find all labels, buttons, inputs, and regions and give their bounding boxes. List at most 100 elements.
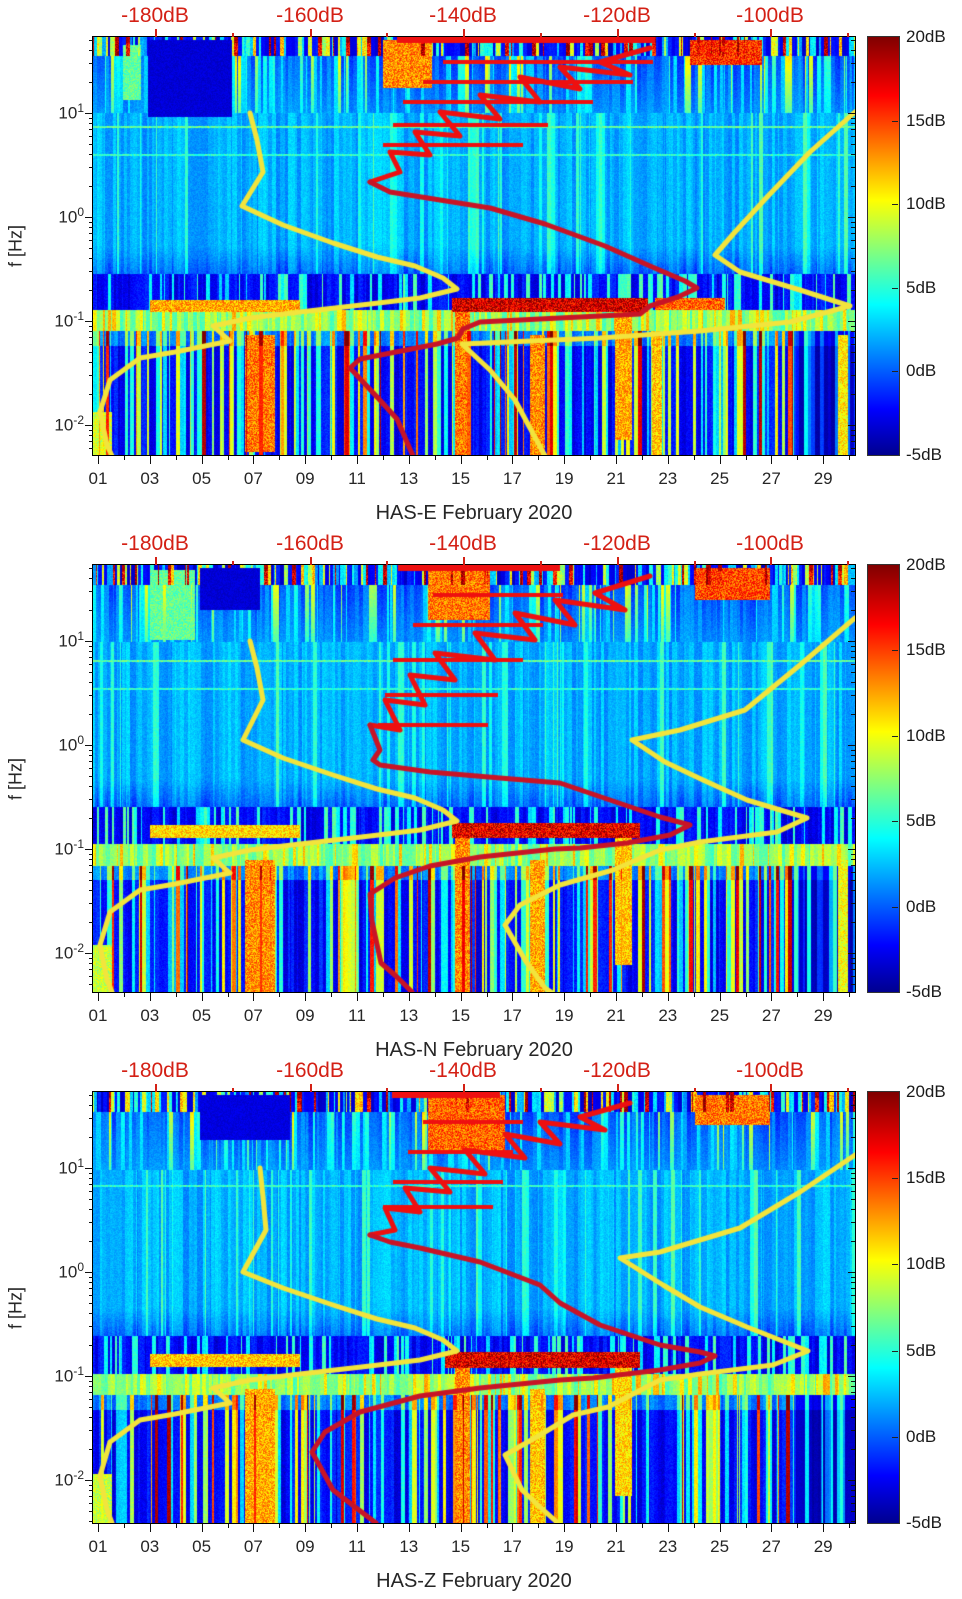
y-minor-tick (851, 448, 855, 450)
y-tick-label: 10-2 (30, 1468, 84, 1491)
x-tick (667, 1524, 669, 1532)
x-tick-label: 03 (140, 1006, 160, 1025)
x-tick (693, 993, 695, 997)
y-axis-title: f [Hz] (5, 757, 26, 800)
y-minor-tick (851, 185, 855, 187)
x-tick (564, 456, 566, 464)
x-tick (408, 993, 410, 1001)
y-minor-tick (851, 672, 855, 674)
y-minor-tick (851, 325, 855, 327)
y-minor-tick (89, 167, 93, 169)
y-tick-label: 100 (30, 205, 84, 228)
db-axis-label: -180dB (121, 532, 189, 555)
colorbar-tick (892, 735, 898, 737)
x-tick (590, 993, 592, 997)
y-minor-tick (851, 289, 855, 291)
x-tick (616, 456, 617, 464)
y-minor-tick (89, 664, 93, 666)
y-minor-tick (851, 375, 855, 377)
y-minor-tick (89, 657, 93, 659)
x-tick (149, 456, 151, 464)
x-tick-label: 09 (295, 1006, 315, 1025)
y-minor-tick (89, 776, 93, 778)
y-minor-tick (89, 344, 93, 346)
x-tick (331, 456, 333, 460)
y-tick-exponent: -2 (73, 1468, 84, 1482)
y-tick-base: 10 (58, 1158, 78, 1178)
x-tick (797, 456, 799, 460)
db-minor-tick (847, 1088, 849, 1092)
x-tick (305, 993, 307, 1001)
db-tick (617, 29, 619, 37)
y-minor-tick (89, 880, 93, 882)
y-minor-tick (89, 817, 93, 819)
y-minor-tick (89, 1191, 93, 1193)
db-minor-tick (847, 561, 849, 565)
y-minor-tick (89, 1222, 93, 1224)
y-minor-tick (851, 1407, 855, 1409)
y-tick (848, 1272, 855, 1273)
db-minor-tick (232, 1088, 234, 1092)
y-minor-tick (89, 1326, 93, 1328)
y-tick-exponent: 1 (77, 1156, 84, 1170)
y-minor-tick (851, 880, 855, 882)
x-tick (616, 1524, 617, 1532)
y-minor-tick (89, 1386, 93, 1388)
x-tick (123, 1524, 125, 1528)
y-minor-tick (89, 1178, 93, 1180)
y-minor-tick (89, 1430, 93, 1432)
y-minor-tick (851, 1392, 855, 1394)
y-minor-tick (851, 890, 855, 892)
y-minor-tick (89, 976, 93, 978)
db-minor-tick (847, 33, 849, 37)
x-tick (486, 1524, 488, 1528)
x-tick (434, 1524, 436, 1528)
y-tick-exponent: -2 (73, 941, 84, 955)
y-tick-label: 10-1 (30, 837, 84, 860)
y-minor-tick (89, 799, 93, 801)
colorbar (867, 36, 900, 456)
x-tick (667, 993, 669, 1001)
db-minor-tick (386, 33, 388, 37)
x-tick (849, 456, 851, 460)
y-minor-tick (851, 1172, 855, 1174)
colorbar-label: 15dB (906, 640, 946, 660)
x-tick (641, 456, 643, 460)
db-minor-tick (540, 33, 542, 37)
db-minor-tick (540, 1088, 542, 1092)
y-minor-tick (89, 248, 93, 250)
y-minor-tick (89, 1417, 93, 1419)
y-minor-tick (89, 890, 93, 892)
y-minor-tick (89, 331, 93, 333)
x-tick (460, 1524, 462, 1532)
spectrogram-canvas-has-n (93, 565, 855, 992)
x-tick-label: 09 (295, 1537, 315, 1556)
y-minor-tick (89, 136, 93, 138)
x-tick (98, 993, 99, 1001)
colorbar-tick (892, 204, 898, 206)
y-minor-tick (89, 568, 93, 570)
y-minor-tick (851, 859, 855, 861)
y-minor-tick (851, 957, 855, 959)
y-tick-base: 10 (58, 207, 78, 227)
y-tick-exponent: 0 (77, 1260, 84, 1274)
y-tick (848, 217, 855, 218)
x-tick (745, 1524, 747, 1528)
x-tick-label: 21 (606, 469, 626, 488)
y-minor-tick (851, 695, 855, 697)
y-minor-tick (89, 609, 93, 611)
x-tick (538, 993, 540, 997)
x-tick-label: 17 (502, 1006, 522, 1025)
y-minor-tick (851, 136, 855, 138)
x-tick (201, 993, 203, 1001)
colorbar-tick (892, 906, 898, 908)
y-minor-tick (89, 749, 93, 751)
x-tick (357, 993, 358, 1001)
y-axis-title: f [Hz] (5, 1286, 26, 1329)
db-axis-label: -180dB (121, 1059, 189, 1082)
colorbar-tick (892, 1350, 898, 1352)
y-minor-tick (851, 1118, 855, 1120)
y-minor-tick (851, 50, 855, 52)
y-minor-tick (89, 448, 93, 450)
db-minor-tick (694, 561, 696, 565)
